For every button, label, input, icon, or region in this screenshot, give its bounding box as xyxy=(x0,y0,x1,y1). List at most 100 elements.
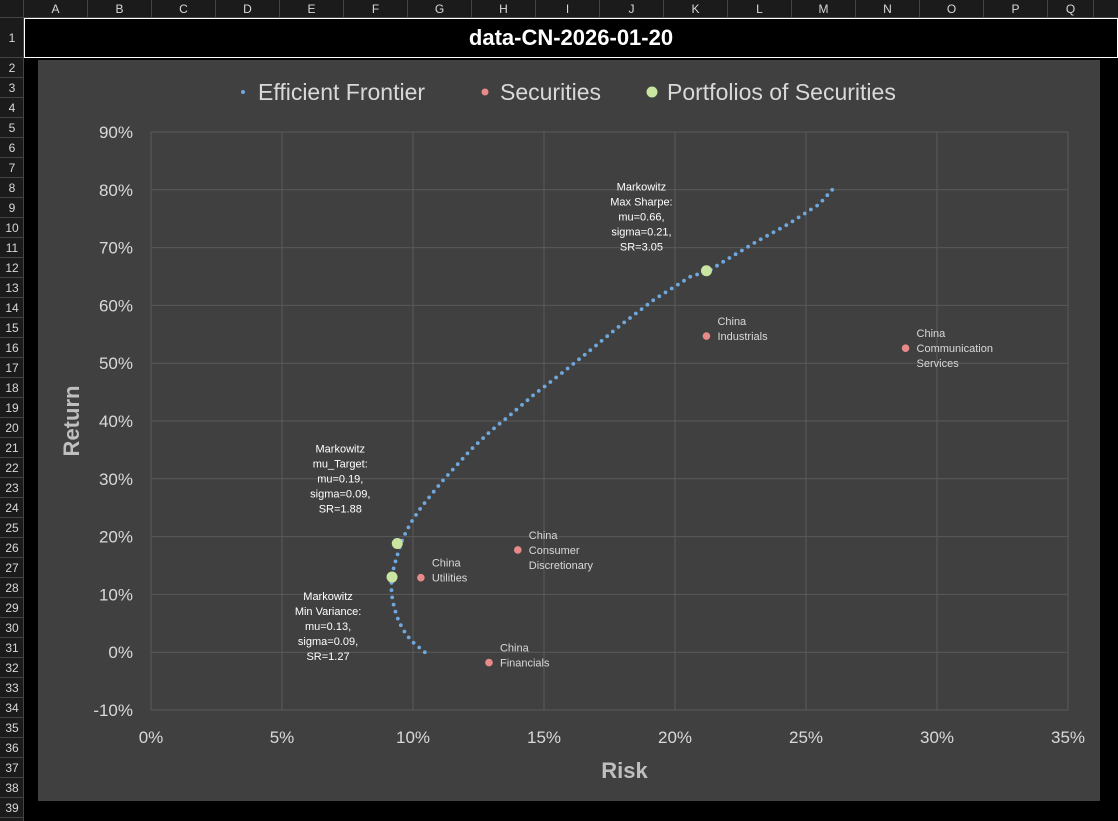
column-header-k[interactable]: K xyxy=(664,0,728,18)
security-marker xyxy=(485,658,493,667)
row-header-36[interactable]: 36 xyxy=(0,738,24,758)
column-header-m[interactable]: M xyxy=(792,0,856,18)
frontier-point xyxy=(446,473,450,477)
row-header-18[interactable]: 18 xyxy=(0,378,24,398)
frontier-point xyxy=(669,286,674,291)
row-header-39[interactable]: 39 xyxy=(0,798,24,818)
row-header-30[interactable]: 30 xyxy=(0,618,24,638)
row-header-2[interactable]: 2 xyxy=(0,58,24,78)
y-tick-label: 30% xyxy=(99,470,133,489)
security-point[interactable]: China Financials xyxy=(485,643,550,670)
column-header-g[interactable]: G xyxy=(408,0,472,18)
row-header-24[interactable]: 24 xyxy=(0,498,24,518)
row-header-32[interactable]: 32 xyxy=(0,658,24,678)
sheet-title-cell[interactable]: data-CN-2026-01-20 xyxy=(24,18,1118,58)
frontier-point xyxy=(542,384,547,389)
column-header-e[interactable]: E xyxy=(280,0,344,18)
select-all-corner[interactable] xyxy=(0,0,24,18)
row-header-10[interactable]: 10 xyxy=(0,218,24,238)
row-header-7[interactable]: 7 xyxy=(0,158,24,178)
efficient-frontier-chart: -10% 0% 10% 20% 30% 40% 50% 60% 70% 80% 90% 0% 5% 10%… xyxy=(59,79,1085,783)
row-header-5[interactable]: 5 xyxy=(0,118,24,138)
frontier-point xyxy=(536,389,541,393)
row-header-12[interactable]: 12 xyxy=(0,258,24,278)
portfolio-label: Markowitz Min Variance: mu=0.13, sigma=0.09… xyxy=(295,591,361,663)
row-header-11[interactable]: 11 xyxy=(0,238,24,258)
row-header-13[interactable]: 13 xyxy=(0,278,24,298)
legend-portfolios-label: Portfolios of Securities xyxy=(667,79,896,105)
row-header-19[interactable]: 19 xyxy=(0,398,24,418)
portfolio-point[interactable]: Markowitz Max Sharpe: mu=0.66, sigma=0.21, S… xyxy=(610,182,712,277)
row-header-26[interactable]: 26 xyxy=(0,538,24,558)
column-header-o[interactable]: O xyxy=(920,0,984,18)
row-header-1[interactable]: 1 xyxy=(0,18,24,58)
row-header-22[interactable]: 22 xyxy=(0,458,24,478)
frontier-point xyxy=(436,484,441,488)
row-header-6[interactable]: 6 xyxy=(0,138,24,158)
column-header-c[interactable]: C xyxy=(152,0,216,18)
frontier-point xyxy=(402,629,407,634)
frontier-point xyxy=(460,456,465,461)
row-header-14[interactable]: 14 xyxy=(0,298,24,318)
row-header-9[interactable]: 9 xyxy=(0,198,24,218)
row-header-21[interactable]: 21 xyxy=(0,438,24,458)
column-header-d[interactable]: D xyxy=(216,0,280,18)
column-header-f[interactable]: F xyxy=(344,0,408,18)
security-marker xyxy=(901,344,910,352)
row-header-16[interactable]: 16 xyxy=(0,338,24,358)
portfolio-point[interactable]: Markowitz mu_Target: mu=0.19, sigma=0.09, SR… xyxy=(310,444,403,550)
row-header-34[interactable]: 34 xyxy=(0,698,24,718)
chart-area[interactable]: -10% 0% 10% 20% 30% 40% 50% 60% 70% 80% 90% 0% 5% 10%… xyxy=(38,60,1100,801)
security-point[interactable]: China Industrials xyxy=(702,316,768,343)
column-header-i[interactable]: I xyxy=(536,0,600,18)
frontier-point xyxy=(475,441,480,445)
row-header-3[interactable]: 3 xyxy=(0,78,24,98)
row-header-15[interactable]: 15 xyxy=(0,318,24,338)
frontier-point xyxy=(509,412,513,417)
column-header-j[interactable]: J xyxy=(600,0,664,18)
frontier-point xyxy=(520,403,524,407)
row-header-28[interactable]: 28 xyxy=(0,578,24,598)
frontier-point xyxy=(503,417,508,421)
row-header-37[interactable]: 37 xyxy=(0,758,24,778)
x-tick-label: 25% xyxy=(789,728,823,747)
frontier-point xyxy=(414,513,418,517)
portfolio-marker xyxy=(391,538,403,550)
security-point[interactable]: China Communication Services xyxy=(901,328,993,370)
frontier-point xyxy=(721,259,726,264)
legend-securities-label: Securities xyxy=(500,79,601,105)
column-header-p[interactable]: P xyxy=(984,0,1048,18)
column-header-n[interactable]: N xyxy=(856,0,920,18)
row-header-29[interactable]: 29 xyxy=(0,598,24,618)
column-header-q[interactable]: Q xyxy=(1048,0,1094,18)
frontier-point xyxy=(398,623,403,628)
column-header-h[interactable]: H xyxy=(472,0,536,18)
frontier-point xyxy=(427,495,431,500)
row-header-35[interactable]: 35 xyxy=(0,718,24,738)
row-header-27[interactable]: 27 xyxy=(0,558,24,578)
row-header-25[interactable]: 25 xyxy=(0,518,24,538)
row-header-33[interactable]: 33 xyxy=(0,678,24,698)
frontier-point xyxy=(778,226,782,231)
portfolio-point[interactable]: Markowitz Min Variance: mu=0.13, sigma=0.09… xyxy=(295,571,398,664)
row-header-17[interactable]: 17 xyxy=(0,358,24,378)
legend-securities[interactable]: Securities xyxy=(481,79,601,105)
frontier-point xyxy=(389,588,394,593)
row-header-20[interactable]: 20 xyxy=(0,418,24,438)
column-header-l[interactable]: L xyxy=(728,0,792,18)
row-header-4[interactable]: 4 xyxy=(0,98,24,118)
row-header-8[interactable]: 8 xyxy=(0,178,24,198)
legend-efficient-frontier[interactable]: Efficient Frontier xyxy=(241,79,425,105)
frontier-point xyxy=(622,320,627,325)
row-header-31[interactable]: 31 xyxy=(0,638,24,658)
column-header-b[interactable]: B xyxy=(88,0,152,18)
column-header-a[interactable]: A xyxy=(24,0,88,18)
row-header-23[interactable]: 23 xyxy=(0,478,24,498)
legend-portfolios[interactable]: Portfolios of Securities xyxy=(646,79,896,105)
frontier-point xyxy=(682,278,686,283)
row-header-38[interactable]: 38 xyxy=(0,778,24,798)
frontier-point xyxy=(395,552,400,557)
security-point[interactable]: China Utilities xyxy=(417,558,468,585)
security-point[interactable]: China Consumer Discretionary xyxy=(514,530,593,572)
